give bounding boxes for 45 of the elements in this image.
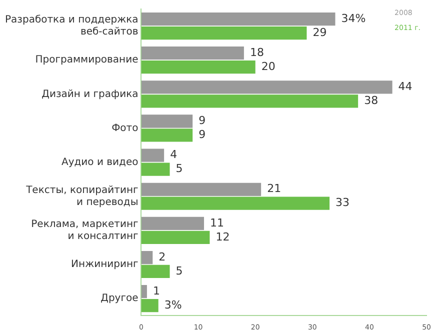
bar	[141, 94, 358, 108]
data-label: 9	[198, 114, 206, 128]
bar	[141, 128, 193, 142]
data-label: 3%	[164, 298, 182, 312]
bar	[141, 196, 330, 210]
bar	[141, 230, 210, 244]
data-label: 2	[158, 250, 166, 264]
bar	[141, 80, 392, 94]
data-label: 18	[250, 46, 264, 59]
data-label: 5	[176, 264, 183, 278]
data-label: 38	[364, 94, 378, 108]
data-label: 29	[312, 26, 327, 39]
bar	[141, 264, 170, 278]
data-label: 9	[198, 128, 206, 142]
bar	[141, 12, 336, 26]
data-label: 33	[336, 196, 350, 210]
bar	[141, 46, 244, 60]
data-label: 1	[152, 284, 160, 298]
bar	[141, 148, 164, 162]
bar	[141, 162, 170, 176]
bar	[141, 26, 307, 40]
data-label: 5	[176, 162, 183, 176]
y-tick-label: Инжиниринг	[71, 259, 138, 270]
data-label: 12	[216, 230, 230, 244]
y-tick-label: Реклама, маркетинг и консалтинг	[31, 219, 138, 242]
data-label: 34%	[341, 12, 366, 25]
y-tick-label: Дизайн и графика	[42, 88, 138, 100]
bar	[141, 216, 204, 230]
bar	[141, 182, 262, 196]
y-tick-label: Фото	[112, 122, 138, 134]
y-tick-label: Программирование	[35, 54, 138, 66]
bar	[141, 285, 147, 298]
bar	[141, 250, 153, 264]
bar	[141, 114, 193, 128]
data-label: 11	[210, 216, 224, 230]
y-tick-label: Тексты, копирайтинг и переводы	[25, 184, 138, 208]
y-tick-label: Аудио и видео	[62, 156, 138, 168]
bar	[141, 60, 256, 74]
data-label: 4	[170, 148, 178, 162]
y-tick-label: Другое	[100, 293, 138, 304]
data-label: 21	[267, 182, 282, 196]
bar	[141, 298, 158, 312]
y-tick-label: Разработка и поддержка веб-сайтов	[4, 14, 138, 38]
data-label: 20	[261, 60, 276, 73]
data-label: 44	[398, 80, 412, 94]
